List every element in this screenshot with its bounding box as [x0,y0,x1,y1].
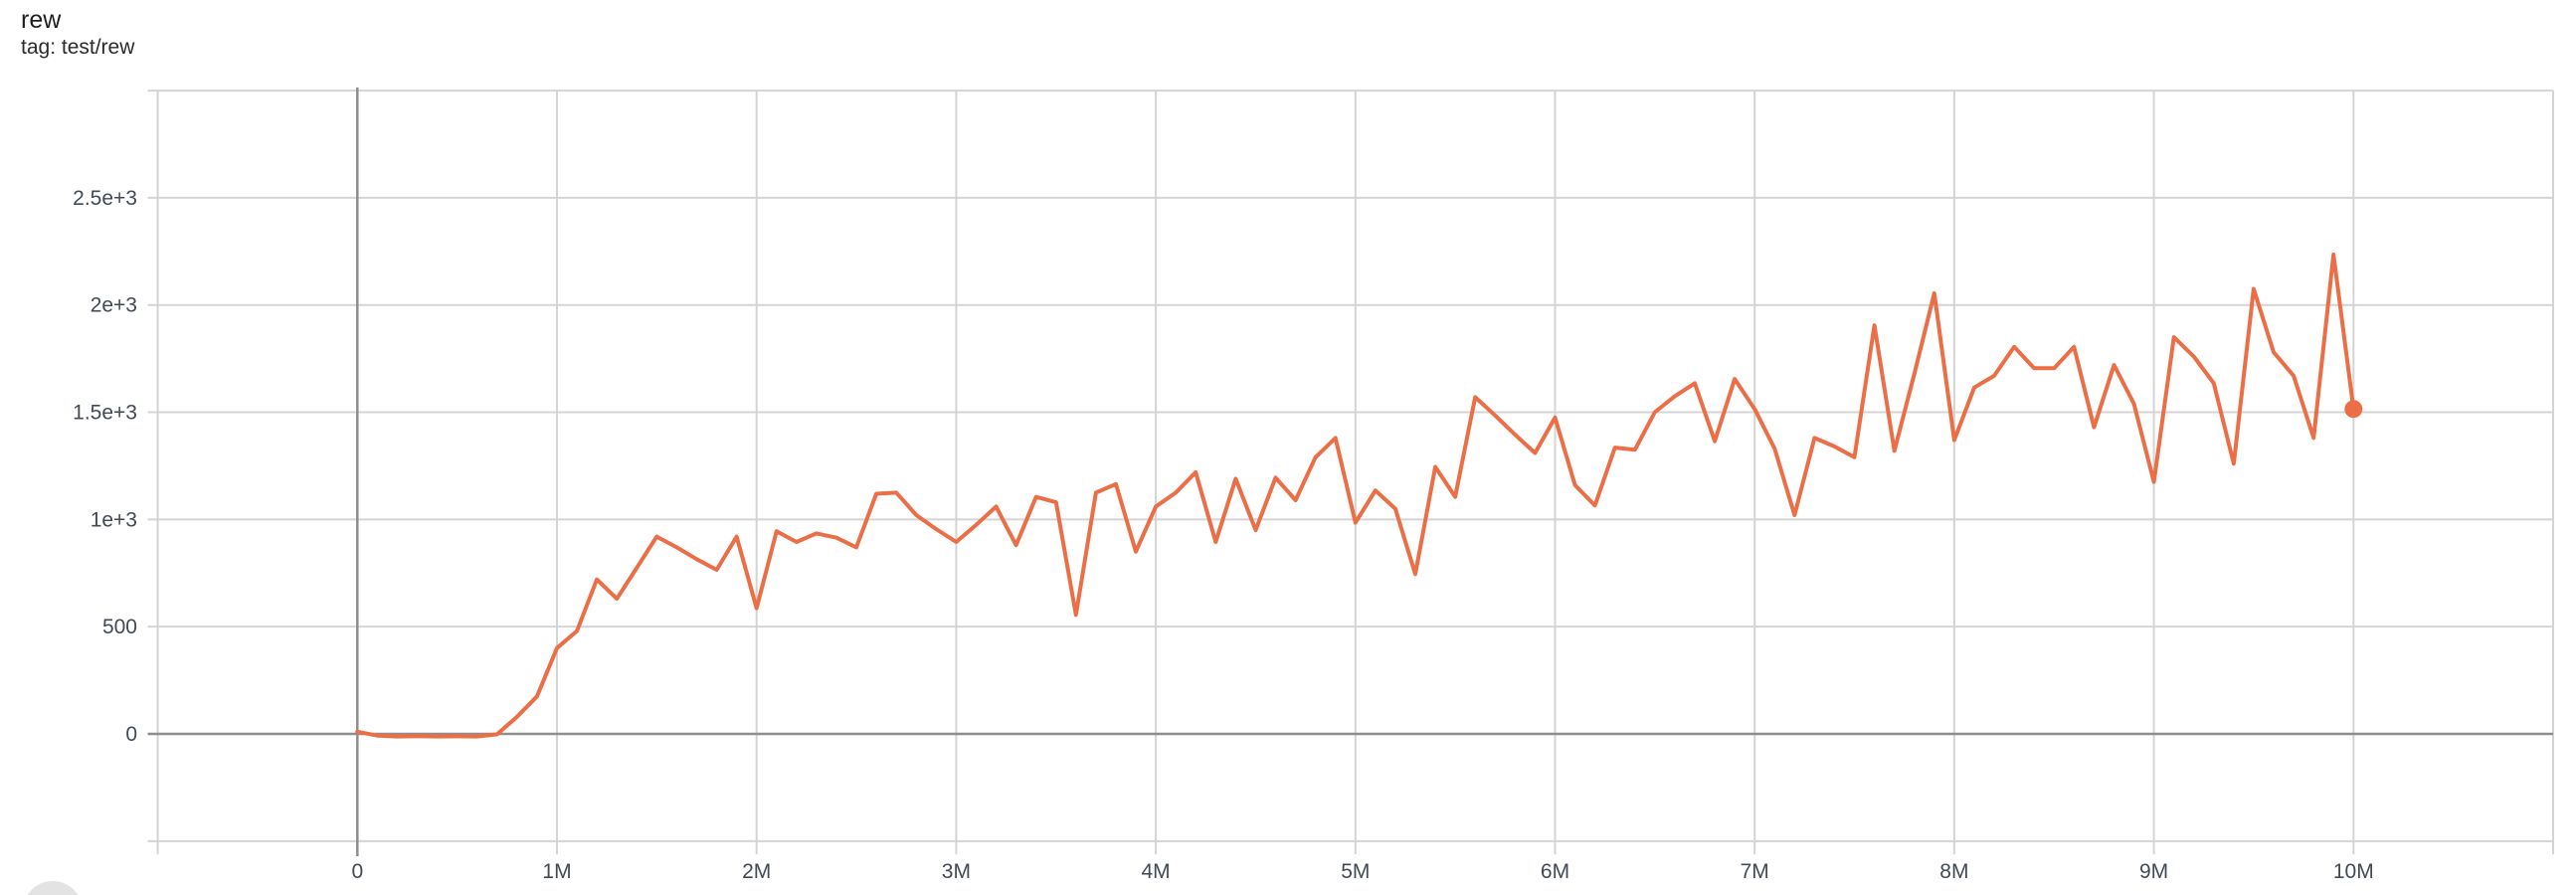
series-line-group [355,253,2363,739]
x-tick-label: 0 [351,860,363,883]
y-tick-labels: 0 500 1e+3 1.5e+3 2e+3 2.5e+3 [73,187,137,746]
x-gridlines [156,90,2554,854]
x-tick-label: 8M [1939,860,1968,883]
x-tick-label: 10M [2333,860,2374,883]
y-tick-label: 1e+3 [91,508,137,531]
corner-button-partial[interactable] [23,881,83,895]
final-value-marker [2344,400,2363,419]
x-tick-labels: 0 1M 2M 3M 4M 5M 6M 7M 8M 9M 10M [351,860,2373,883]
y-gridlines [147,90,2553,842]
x-tick-label: 7M [1741,860,1769,883]
x-tick-label: 4M [1142,860,1171,883]
x-tick-label: 6M [1541,860,1569,883]
x-tick-label: 1M [542,860,571,883]
x-tick-label: 3M [942,860,971,883]
zero-axes [147,88,2553,856]
y-tick-label: 2e+3 [91,294,137,317]
x-tick-label: 9M [2139,860,2168,883]
series-line [355,253,2356,739]
chart-tag-line: tag: test/rew [21,36,135,59]
y-tick-label: 0 [125,723,137,746]
y-tick-label: 500 [102,616,137,638]
x-tick-label: 5M [1341,860,1370,883]
chart-title: rew [21,6,62,34]
x-tick-label: 2M [742,860,771,883]
y-tick-label: 2.5e+3 [73,187,137,210]
y-tick-label: 1.5e+3 [73,402,137,425]
